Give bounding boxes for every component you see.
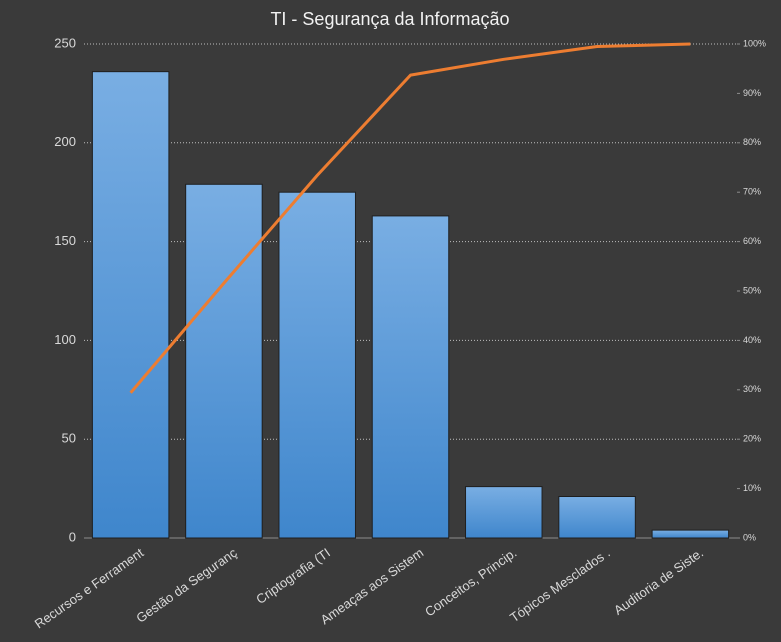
y2-tick-label: 90% bbox=[743, 88, 761, 98]
bar bbox=[558, 496, 636, 539]
y-tick-label: 50 bbox=[62, 431, 76, 446]
pareto-line bbox=[129, 42, 691, 394]
y-tick-label: 100 bbox=[54, 332, 76, 347]
bar bbox=[185, 183, 263, 539]
y-tick-label: 150 bbox=[54, 233, 76, 248]
y-tick-label: 200 bbox=[54, 134, 76, 149]
y2-tick-label: 80% bbox=[743, 137, 761, 147]
y2-tick-label: 70% bbox=[743, 187, 761, 197]
y2-tick-label: 20% bbox=[743, 434, 761, 444]
y2-tick-label: 60% bbox=[743, 236, 761, 246]
y2-tick-label: 10% bbox=[743, 483, 761, 493]
y2-tick-label: 50% bbox=[743, 285, 761, 295]
y2-tick-label: 30% bbox=[743, 384, 761, 394]
bar bbox=[651, 529, 730, 539]
bar bbox=[278, 191, 356, 539]
y2-tick-label: 40% bbox=[743, 335, 761, 345]
y-tick-label: 0 bbox=[69, 529, 76, 544]
chart-title: TI - Segurança da Informação bbox=[270, 9, 509, 29]
bar bbox=[371, 215, 450, 539]
bar bbox=[91, 71, 170, 539]
bar bbox=[465, 486, 543, 539]
y-tick-label: 250 bbox=[54, 35, 76, 50]
y2-tick-label: 100% bbox=[743, 38, 766, 48]
y2-tick-label: 0% bbox=[743, 532, 756, 542]
